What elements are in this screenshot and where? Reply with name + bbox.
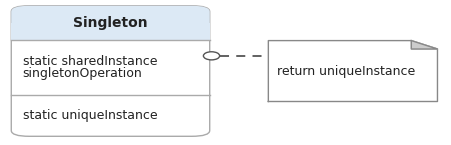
Bar	[11, 23, 210, 40]
Text: static sharedInstance: static sharedInstance	[23, 55, 157, 68]
Ellipse shape	[203, 52, 220, 60]
Polygon shape	[268, 41, 437, 102]
Text: static uniqueInstance: static uniqueInstance	[23, 109, 157, 122]
FancyBboxPatch shape	[11, 6, 210, 40]
FancyBboxPatch shape	[11, 6, 210, 136]
Text: return uniqueInstance: return uniqueInstance	[277, 65, 416, 78]
Polygon shape	[411, 41, 437, 49]
Text: Singleton: Singleton	[73, 16, 148, 30]
Text: singletonOperation: singletonOperation	[23, 67, 143, 80]
